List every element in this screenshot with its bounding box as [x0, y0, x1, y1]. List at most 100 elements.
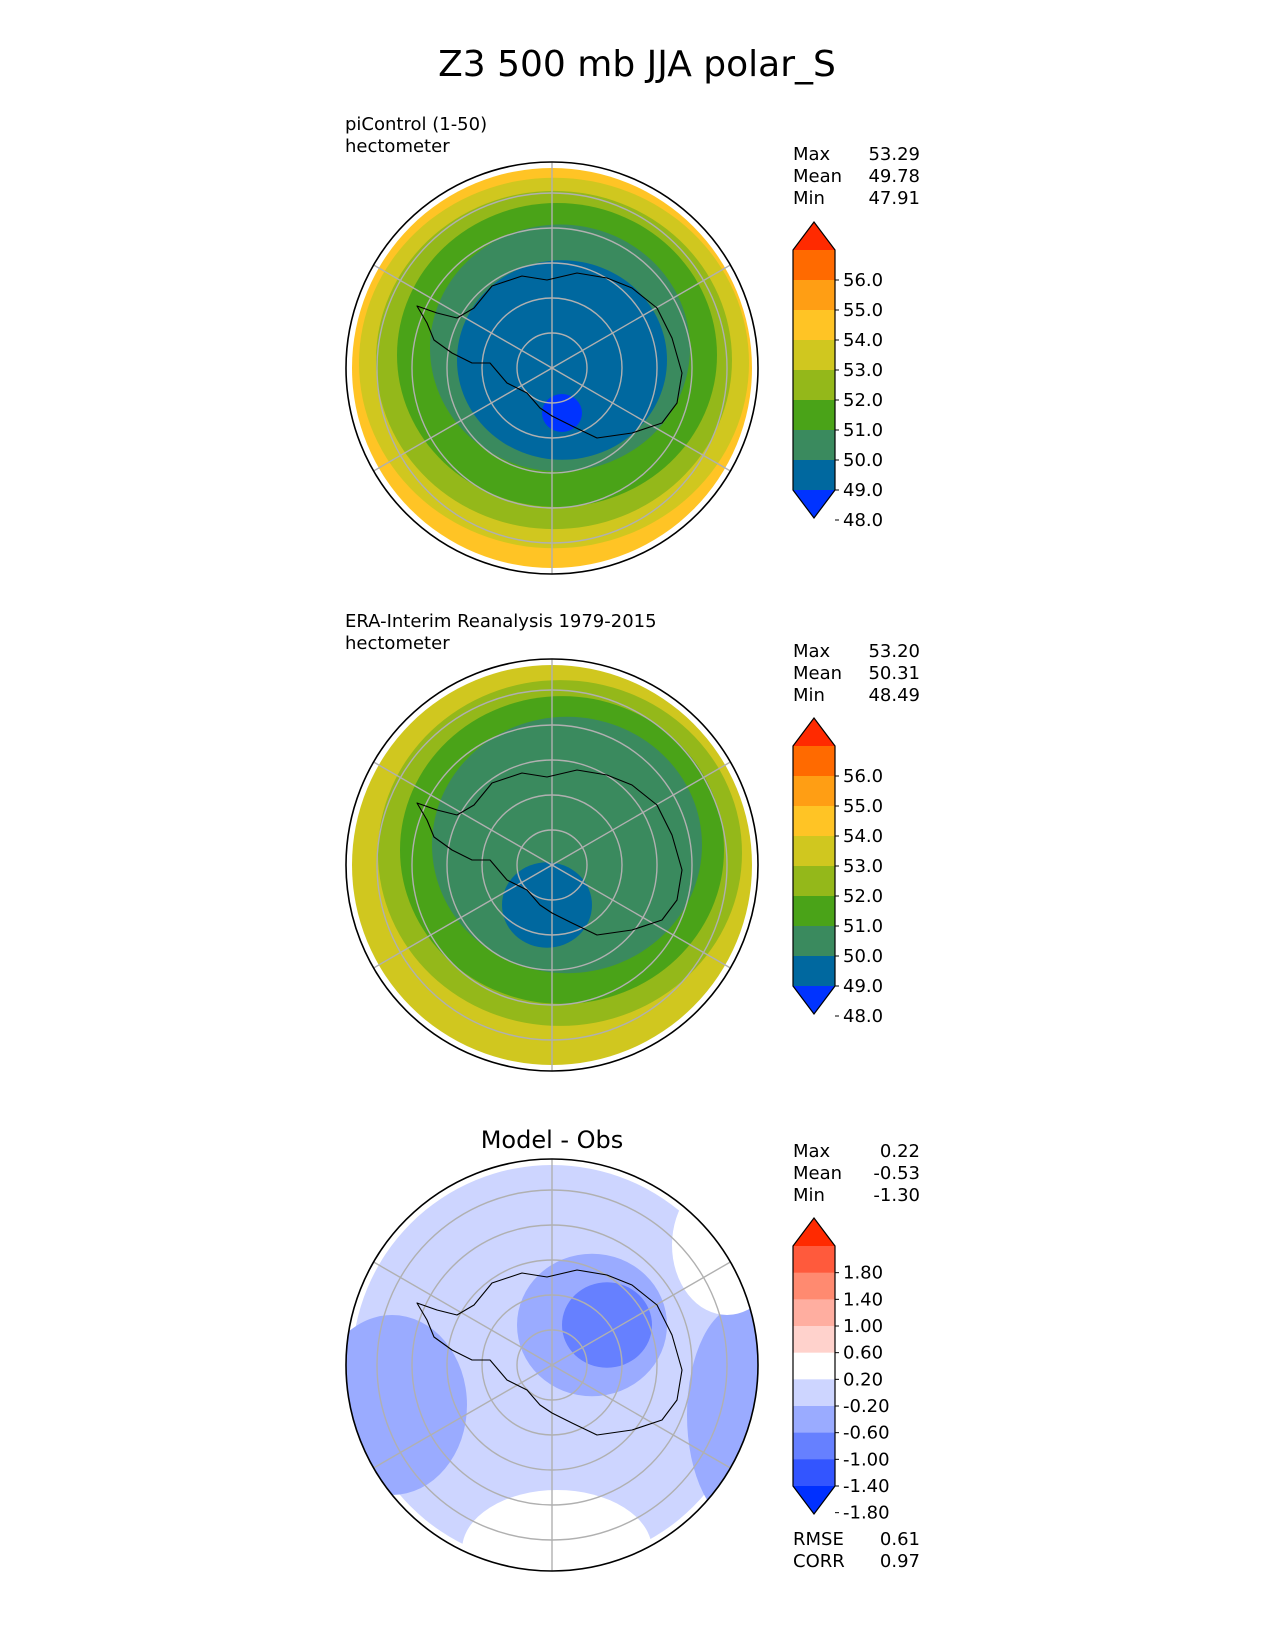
- colorbar-band: [793, 400, 835, 431]
- colorbar-tick-label: -0.20: [843, 1396, 890, 1417]
- colorbar-band: [793, 746, 835, 777]
- colorbar-band: [793, 250, 835, 281]
- colorbar-extend-max: [793, 718, 835, 746]
- meridian-gridline: [373, 264, 553, 369]
- metric-label: CORR: [793, 1551, 845, 1572]
- contour-band: [672, 1175, 758, 1315]
- stat-value: -1.30: [873, 1185, 920, 1206]
- stat-value: 47.91: [868, 188, 920, 209]
- colorbar-tick-label: 52.0: [843, 390, 883, 411]
- colorbar-band: [793, 866, 835, 897]
- colorbar-tick-label: 52.0: [843, 886, 883, 907]
- colorbar-extend-min: [793, 986, 835, 1014]
- colorbar-tick-label: 51.0: [843, 420, 883, 441]
- figure-title: Z3 500 mb JJA polar_S: [438, 44, 836, 85]
- colorbar-extend-max: [793, 1218, 835, 1246]
- panel-observations: ERA-Interim Reanalysis 1979-2015hectomet…: [345, 611, 920, 1072]
- stat-value: 50.31: [868, 663, 920, 684]
- colorbar-band: [793, 1246, 835, 1274]
- meridian-gridline: [551, 1364, 731, 1469]
- stat-value: 53.20: [868, 641, 920, 662]
- meridian-gridline: [551, 761, 731, 866]
- colorbar-tick-label: 55.0: [843, 796, 883, 817]
- colorbar: 56.0 55.0 54.0 53.0 52.0 51.0 50.0 49.0 48.0: [792, 717, 883, 1027]
- colorbar-tick-label: 48.0: [843, 1006, 883, 1027]
- map-boundary: [345, 1158, 759, 1572]
- stat-label: Min: [793, 188, 825, 209]
- panel-title-line: hectometer: [345, 136, 450, 157]
- stat-value: 53.29: [868, 144, 920, 165]
- colorbar-tick-label: 55.0: [843, 300, 883, 321]
- colorbar-tick-label: -1.80: [843, 1503, 890, 1524]
- colorbar-band: [793, 280, 835, 311]
- stat-label: Mean: [793, 1163, 842, 1184]
- contour-band: [346, 1315, 467, 1495]
- meridian-gridline: [373, 761, 553, 866]
- colorbar-band: [793, 836, 835, 867]
- contour-band: [457, 260, 667, 460]
- meridian-gridline: [373, 1261, 553, 1366]
- colorbar-band: [793, 776, 835, 807]
- colorbar: 1.80 1.40 1.00 0.60 0.20 -0.20 -0.60 -1.00 -1.40…: [792, 1217, 890, 1524]
- meridian-gridline: [551, 367, 731, 472]
- colorbar-extend-min: [793, 1486, 835, 1514]
- colorbar-tick-label: 49.0: [843, 976, 883, 997]
- contour-band: [687, 1305, 758, 1525]
- colorbar-tick-label: -1.40: [843, 1476, 890, 1497]
- stat-value: 0.22: [880, 1141, 920, 1162]
- colorbar-band: [793, 1299, 835, 1327]
- panel-title-line: hectometer: [345, 633, 450, 654]
- colorbar-band: [793, 926, 835, 957]
- antarctica-coastline: [416, 1269, 683, 1436]
- colorbar-tick-label: -0.60: [843, 1423, 890, 1444]
- polar-map: [346, 1159, 758, 1571]
- colorbar-band: [793, 956, 835, 987]
- panel-title-line: piControl (1-50): [345, 114, 487, 135]
- colorbar-band: [793, 806, 835, 837]
- polar-map: [346, 659, 758, 1071]
- meridian-gridline: [373, 1364, 553, 1469]
- colorbar-tick-label: 49.0: [843, 480, 883, 501]
- colorbar-tick-label: 48.0: [843, 510, 883, 531]
- polar-map: [346, 162, 758, 574]
- map-boundary: [345, 161, 759, 575]
- colorbar-tick-label: 54.0: [843, 826, 883, 847]
- contour-band: [502, 862, 592, 948]
- panel-title-line: ERA-Interim Reanalysis 1979-2015: [345, 611, 657, 632]
- stat-label: Mean: [793, 663, 842, 684]
- contour-band: [562, 1282, 652, 1368]
- stat-label: Min: [793, 1185, 825, 1206]
- stat-label: Min: [793, 685, 825, 706]
- stat-label: Max: [793, 144, 831, 165]
- panel-model: piControl (1-50)hectometer Max 53.29 Mean 49…: [345, 114, 920, 575]
- colorbar-tick-label: 50.0: [843, 450, 883, 471]
- colorbar-band: [793, 1379, 835, 1407]
- colorbar-tick-label: 53.0: [843, 360, 883, 381]
- stat-label: Max: [793, 1141, 831, 1162]
- contour-band: [462, 1490, 652, 1571]
- colorbar-tick-label: 1.80: [843, 1263, 883, 1284]
- meridian-gridline: [373, 367, 553, 472]
- colorbar-band: [793, 1459, 835, 1487]
- colorbar-tick-label: 0.20: [843, 1369, 883, 1390]
- colorbar-tick-label: 51.0: [843, 916, 883, 937]
- colorbar-tick-label: 56.0: [843, 766, 883, 787]
- antarctica-coastline: [416, 272, 683, 439]
- colorbar-tick-label: 0.60: [843, 1343, 883, 1364]
- stat-value: -0.53: [873, 1163, 920, 1184]
- meridian-gridline: [551, 264, 731, 369]
- colorbar-band: [793, 310, 835, 341]
- colorbar-tick-label: 50.0: [843, 946, 883, 967]
- metric-value: 0.97: [880, 1551, 920, 1572]
- colorbar-band: [793, 430, 835, 461]
- colorbar-band: [793, 1352, 835, 1380]
- colorbar-band: [793, 1272, 835, 1300]
- stat-value: 49.78: [868, 166, 920, 187]
- colorbar-extend-min: [793, 490, 835, 518]
- panel-title-line: Model - Obs: [481, 1126, 624, 1154]
- stat-label: Mean: [793, 166, 842, 187]
- meridian-gridline: [373, 864, 553, 969]
- stat-value: 48.49: [868, 685, 920, 706]
